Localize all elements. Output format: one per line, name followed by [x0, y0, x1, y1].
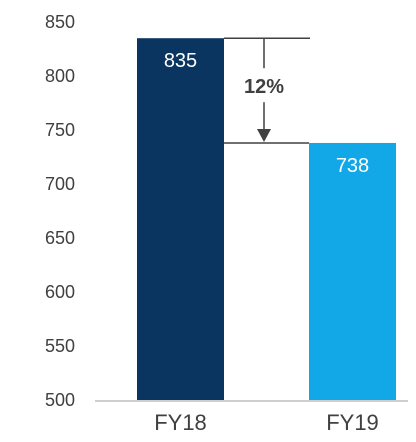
- value-labels: 835 738: [164, 50, 369, 177]
- y-tick-label: 800: [45, 66, 75, 86]
- y-tick-label: 850: [45, 12, 75, 32]
- category-label: FY18: [154, 410, 207, 435]
- y-tick-label: 500: [45, 390, 75, 410]
- down-arrow-icon: [257, 128, 271, 142]
- y-tick-label: 750: [45, 120, 75, 140]
- y-axis-ticks: 500 550 600 650 700 750 800 850: [45, 12, 75, 410]
- bar-fy19: [309, 142, 396, 400]
- y-tick-label: 650: [45, 228, 75, 248]
- value-label: 738: [336, 155, 369, 177]
- y-tick-label: 600: [45, 282, 75, 302]
- bars: [137, 38, 396, 400]
- bar-fy18: [137, 38, 224, 400]
- value-label: 835: [164, 50, 197, 72]
- y-tick-label: 550: [45, 336, 75, 356]
- category-label: FY19: [326, 410, 379, 435]
- x-axis-labels: FY18 FY19: [154, 410, 379, 435]
- y-tick-label: 700: [45, 174, 75, 194]
- change-annotation: 12%: [224, 37, 310, 144]
- percent-change-label: 12%: [244, 76, 284, 98]
